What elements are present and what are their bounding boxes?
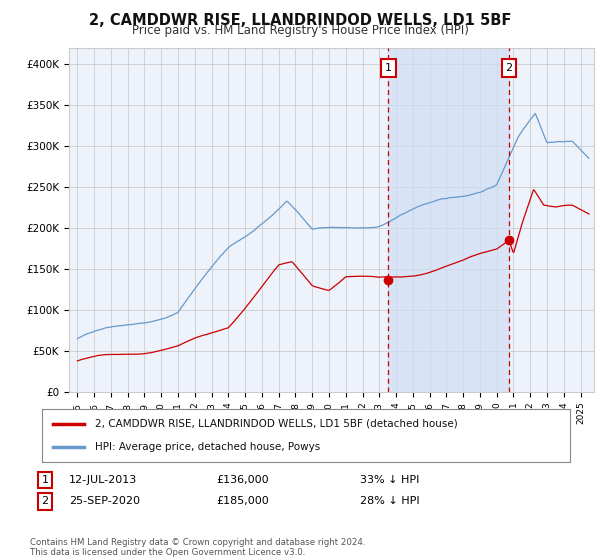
Text: 2: 2 xyxy=(41,496,49,506)
Text: 33% ↓ HPI: 33% ↓ HPI xyxy=(360,475,419,485)
Text: 2, CAMDDWR RISE, LLANDRINDOD WELLS, LD1 5BF: 2, CAMDDWR RISE, LLANDRINDOD WELLS, LD1 … xyxy=(89,13,511,28)
Text: 12-JUL-2013: 12-JUL-2013 xyxy=(69,475,137,485)
Text: Price paid vs. HM Land Registry's House Price Index (HPI): Price paid vs. HM Land Registry's House … xyxy=(131,24,469,37)
Text: 28% ↓ HPI: 28% ↓ HPI xyxy=(360,496,419,506)
Text: £185,000: £185,000 xyxy=(216,496,269,506)
Text: HPI: Average price, detached house, Powys: HPI: Average price, detached house, Powy… xyxy=(95,442,320,452)
Text: 2: 2 xyxy=(505,63,512,73)
Text: 1: 1 xyxy=(41,475,49,485)
Text: £136,000: £136,000 xyxy=(216,475,269,485)
Bar xyxy=(388,48,509,392)
Text: 25-SEP-2020: 25-SEP-2020 xyxy=(69,496,140,506)
Text: 2, CAMDDWR RISE, LLANDRINDOD WELLS, LD1 5BF (detached house): 2, CAMDDWR RISE, LLANDRINDOD WELLS, LD1 … xyxy=(95,419,458,429)
Text: Contains HM Land Registry data © Crown copyright and database right 2024.
This d: Contains HM Land Registry data © Crown c… xyxy=(30,538,365,557)
Text: 1: 1 xyxy=(385,63,392,73)
